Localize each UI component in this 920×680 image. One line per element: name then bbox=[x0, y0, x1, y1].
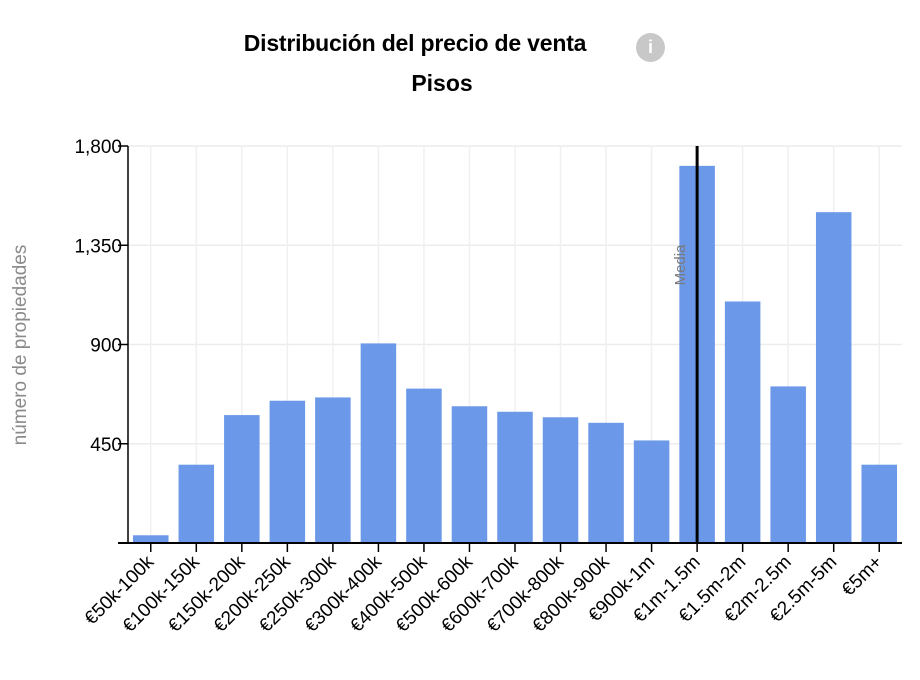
y-tick-label: 450 bbox=[90, 435, 122, 456]
y-tick-label: 1,800 bbox=[74, 137, 122, 158]
bars bbox=[133, 165, 897, 543]
x-ticks: €50k-100k€100k-150k€150k-200k€200k-250k€… bbox=[81, 543, 887, 637]
bar-8[interactable] bbox=[451, 406, 488, 543]
y-axis-label: número de propiedades bbox=[10, 245, 31, 446]
bar-11[interactable] bbox=[588, 422, 624, 543]
bar-15[interactable] bbox=[770, 386, 806, 543]
y-tick-label: 1,350 bbox=[74, 236, 122, 257]
bar-16[interactable] bbox=[815, 212, 852, 543]
bar-10[interactable] bbox=[542, 417, 579, 543]
chart-title: Distribución del precio de venta bbox=[243, 30, 587, 56]
bar-5[interactable] bbox=[315, 397, 351, 543]
bar-12[interactable] bbox=[633, 440, 670, 543]
median-label: Media bbox=[672, 244, 689, 286]
x-tick-label: €5m+ bbox=[838, 552, 887, 601]
y-ticks: 450 900 1,350 1,800 bbox=[74, 137, 128, 456]
bar-3[interactable] bbox=[224, 415, 260, 543]
bar-1[interactable] bbox=[133, 535, 169, 543]
bar-17[interactable] bbox=[861, 464, 897, 543]
bar-14[interactable] bbox=[724, 301, 761, 543]
y-tick-label: 900 bbox=[90, 336, 122, 357]
bar-7[interactable] bbox=[406, 388, 442, 543]
bar-6[interactable] bbox=[360, 343, 397, 543]
median-marker: Media bbox=[672, 146, 699, 543]
info-icon[interactable]: i bbox=[636, 33, 665, 62]
bar-4[interactable] bbox=[269, 400, 306, 543]
bar-2[interactable] bbox=[178, 464, 215, 543]
bar-9[interactable] bbox=[497, 411, 533, 543]
chart-subtitle: Pisos bbox=[411, 70, 473, 96]
